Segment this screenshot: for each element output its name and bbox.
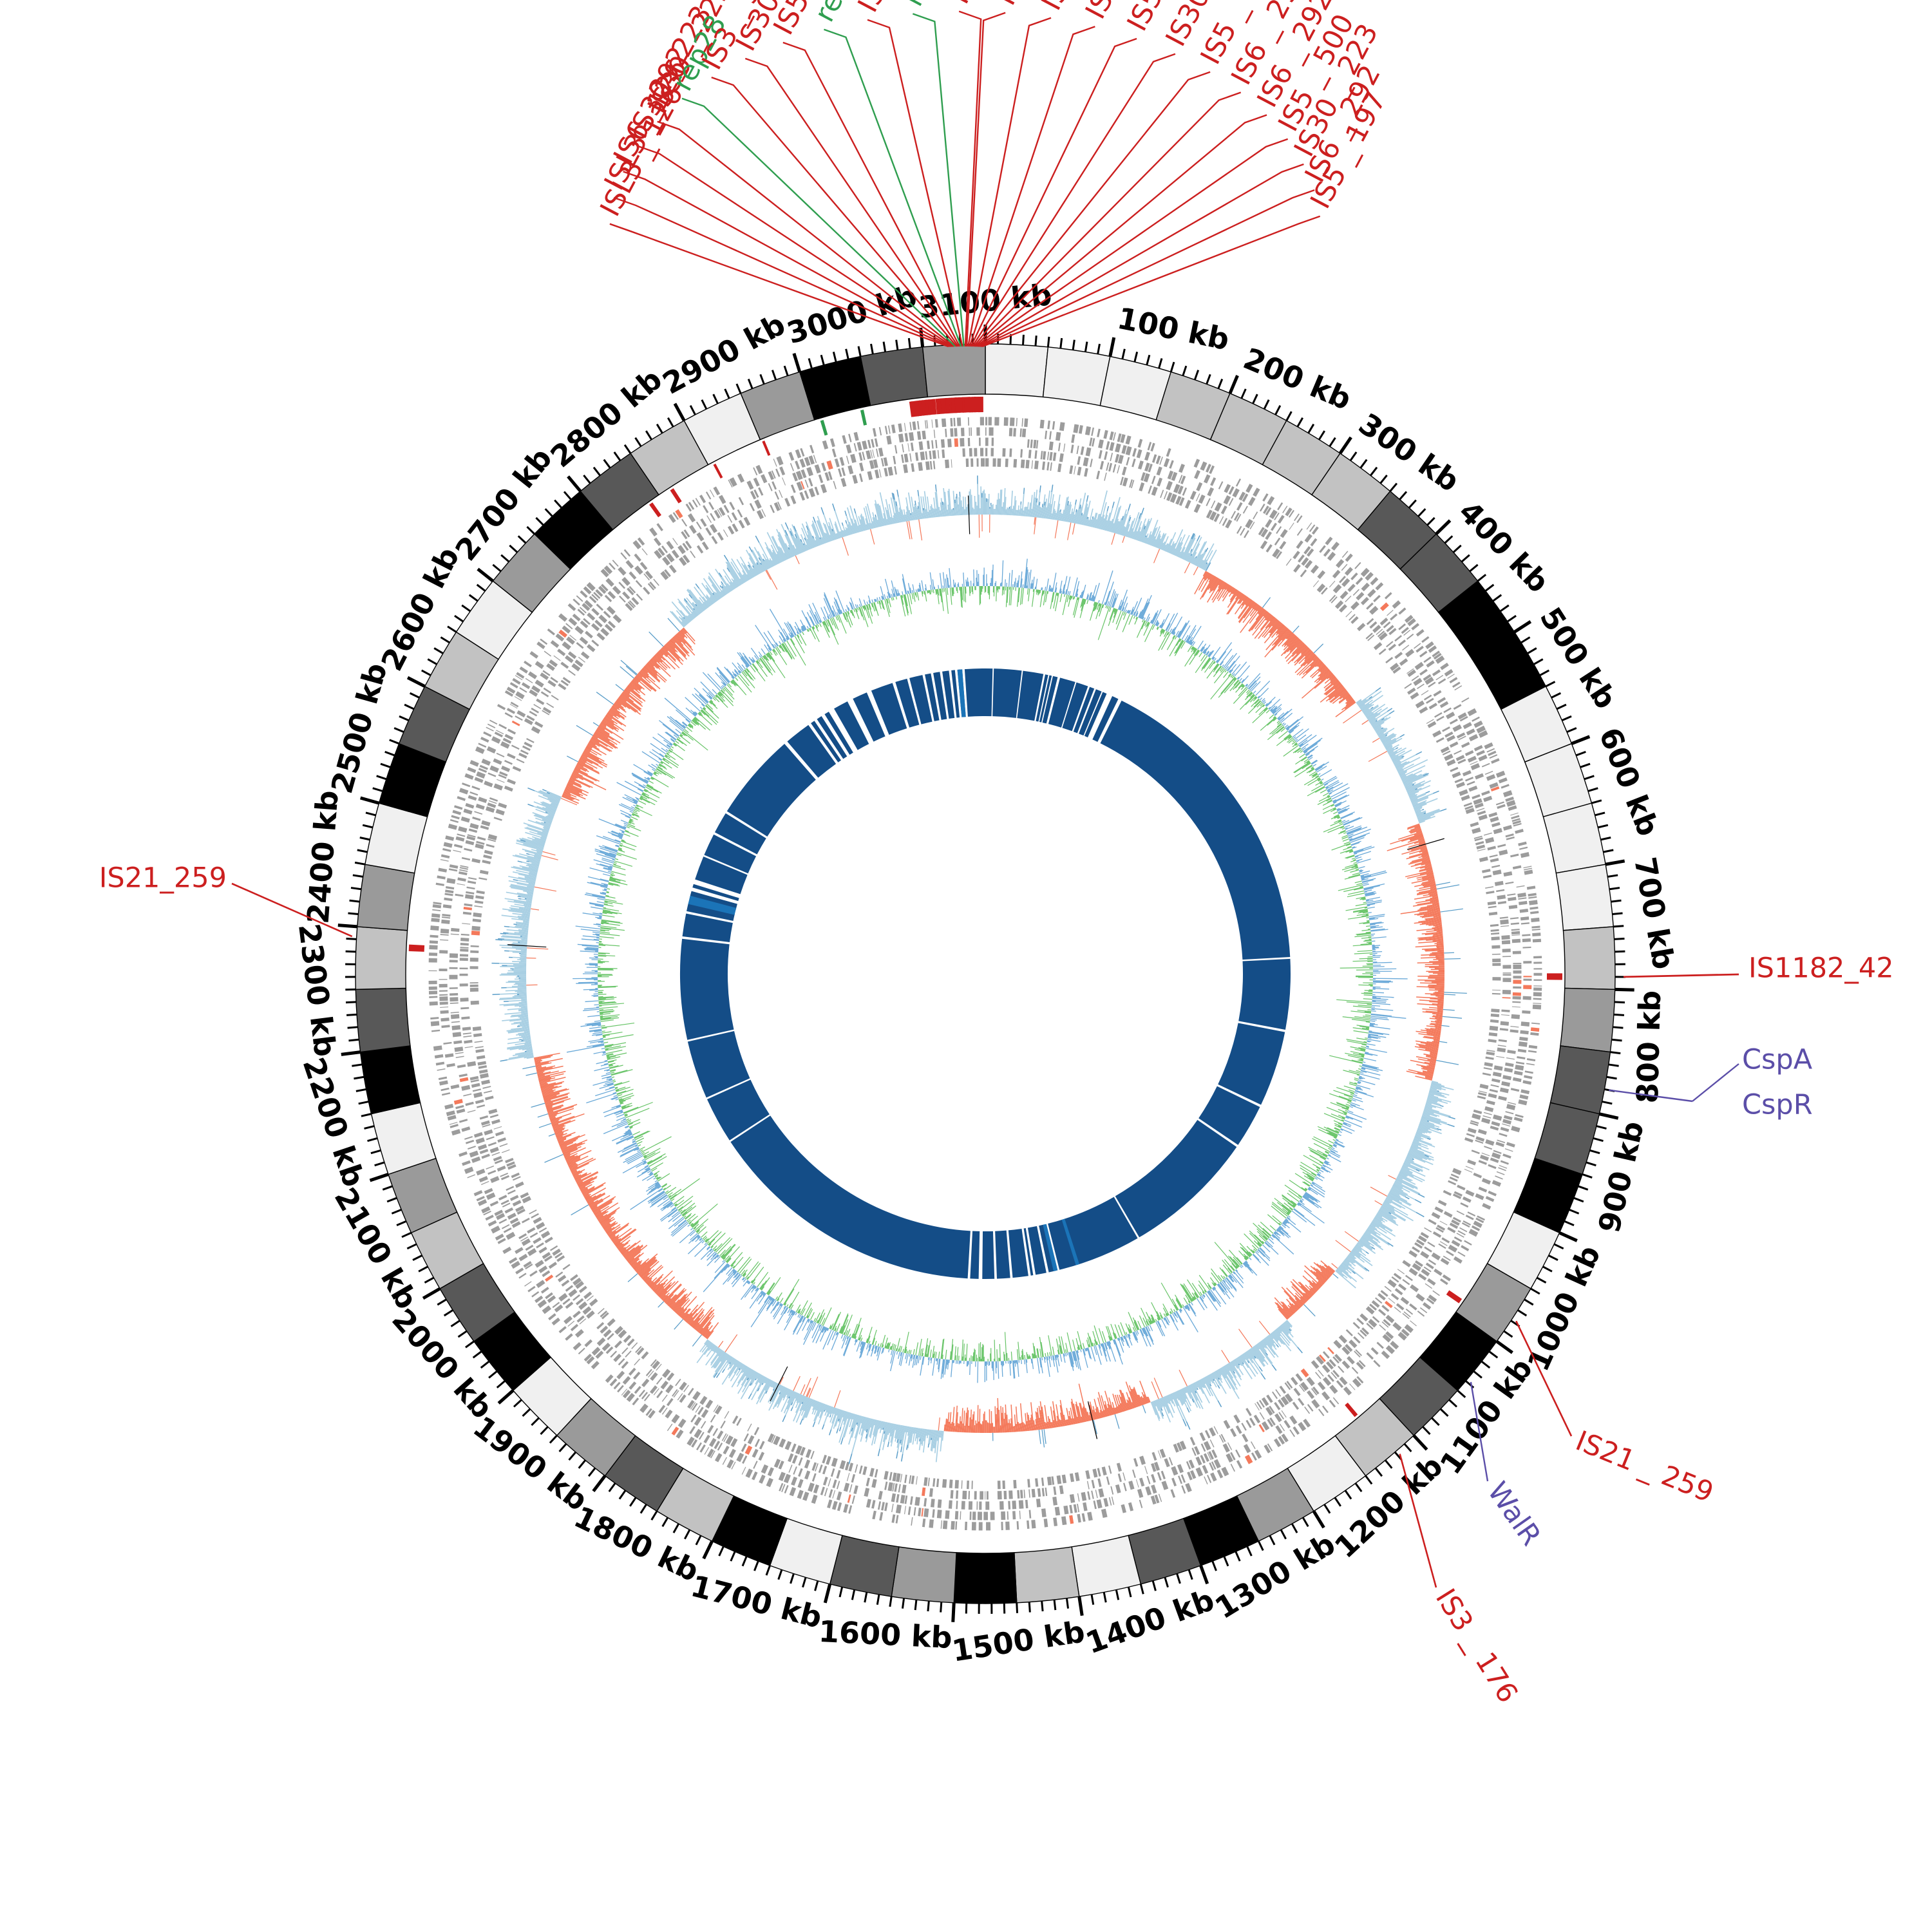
ruler-tick-label: 800 kb (1630, 990, 1667, 1104)
ruler-tick-label: 2200 kb (296, 1053, 372, 1191)
ruler-tick-label: 1400 kb (1081, 1582, 1219, 1661)
annotation-leader-lines (231, 10, 1739, 1588)
gc-content-histogram-track (491, 475, 1467, 1464)
mobile-element-marker-track (408, 397, 1562, 1417)
gc-content-grayscale-band (355, 343, 1616, 1604)
ruler-tick-label: 900 kb (1591, 1118, 1651, 1236)
cds-gene-track (428, 417, 1542, 1531)
gc-skew-track (566, 558, 1408, 1383)
core-genome-ring (680, 668, 1291, 1279)
ruler-tick-label: 3000 kb (783, 278, 921, 351)
feature-label: IS21_259 (99, 862, 227, 895)
feature-label: CspA (1742, 1044, 1813, 1076)
ruler-tick-label: 100 kb (1115, 301, 1233, 357)
feature-label: IS3 _ 176 (1429, 1583, 1524, 1709)
feature-label: WalR (1481, 1476, 1548, 1551)
ruler-tick-label: 700 kb (1627, 855, 1681, 972)
ruler-tick-label: 2400 kb (300, 789, 345, 925)
feature-label: IS21 _ 259 (1571, 1425, 1718, 1510)
ruler-tick-label: 600 kb (1593, 723, 1666, 840)
feature-label: CspR (1742, 1089, 1813, 1121)
ruler-tick-label: 2300 kb (292, 922, 343, 1059)
ruler-tick-label: 1600 kb (818, 1614, 953, 1655)
ruler-tick-label: 1500 kb (950, 1614, 1087, 1668)
ruler-tick-label: 2500 kb (324, 659, 393, 797)
feature-label: IS1182_42 (1748, 952, 1894, 985)
